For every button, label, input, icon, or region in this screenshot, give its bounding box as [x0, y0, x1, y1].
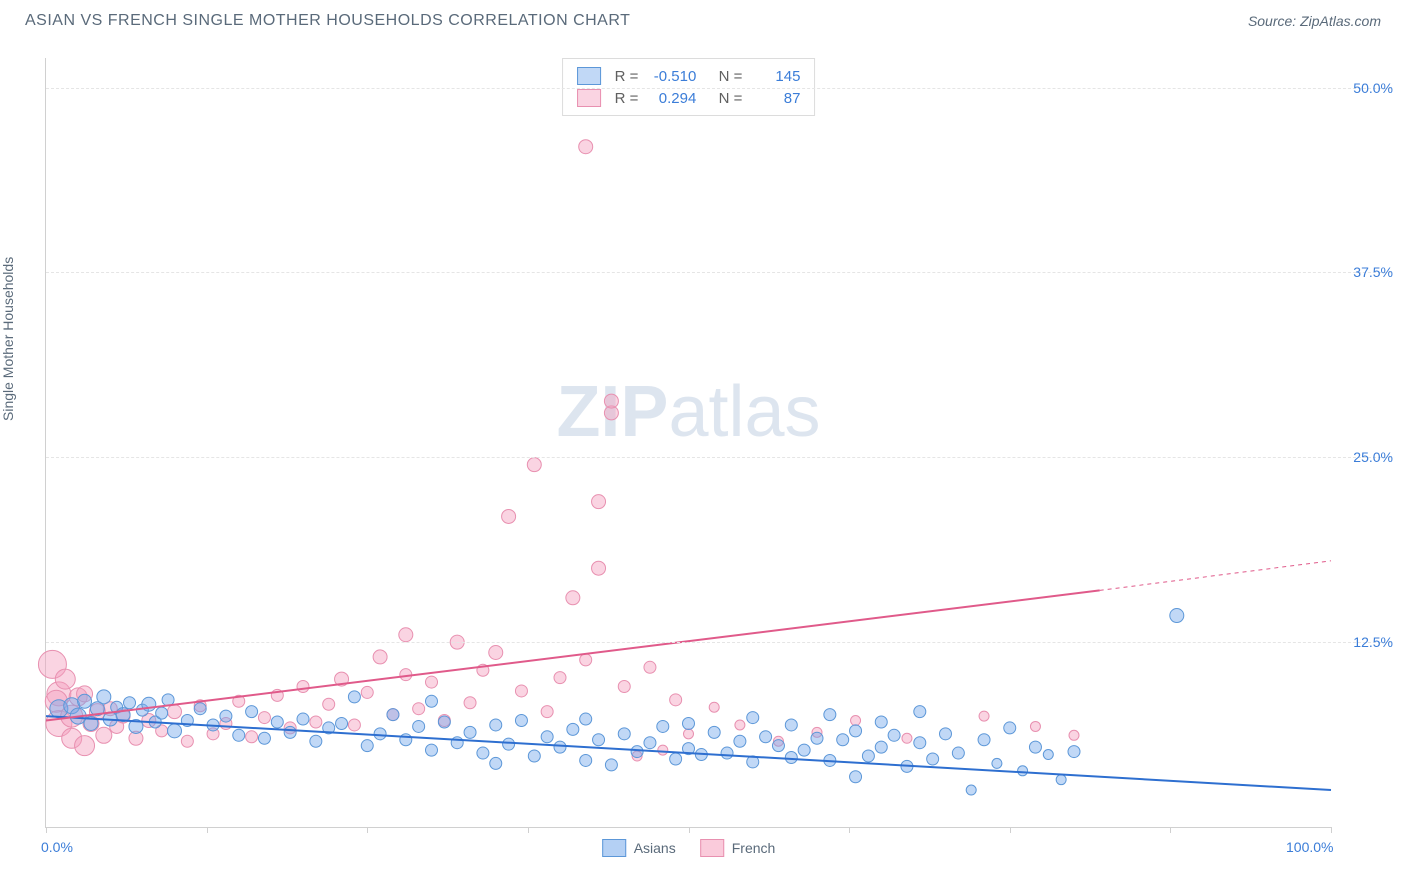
y-tick-label: 25.0% — [1338, 449, 1393, 465]
y-axis-label: Single Mother Households — [0, 257, 16, 421]
swatch-asians-icon — [602, 839, 626, 857]
legend-item-asians: Asians — [602, 839, 676, 857]
scatter-svg — [46, 58, 1331, 827]
plot-area: ZIPatlas R = -0.510 N = 145 R = 0.294 N … — [45, 58, 1331, 828]
series-legend: Asians French — [602, 839, 776, 857]
x-tick-label: 0.0% — [41, 839, 73, 855]
y-tick-label: 37.5% — [1338, 264, 1393, 280]
swatch-french-icon — [700, 839, 724, 857]
legend-item-french: French — [700, 839, 776, 857]
chart-container: Single Mother Households ZIPatlas R = -0… — [0, 38, 1406, 888]
header: ASIAN VS FRENCH SINGLE MOTHER HOUSEHOLDS… — [0, 0, 1406, 38]
x-tick-label: 100.0% — [1286, 839, 1333, 855]
y-tick-label: 50.0% — [1338, 80, 1393, 96]
source-attribution: Source: ZipAtlas.com — [1248, 13, 1381, 29]
y-tick-label: 12.5% — [1338, 634, 1393, 650]
chart-title: ASIAN VS FRENCH SINGLE MOTHER HOUSEHOLDS… — [25, 12, 630, 30]
